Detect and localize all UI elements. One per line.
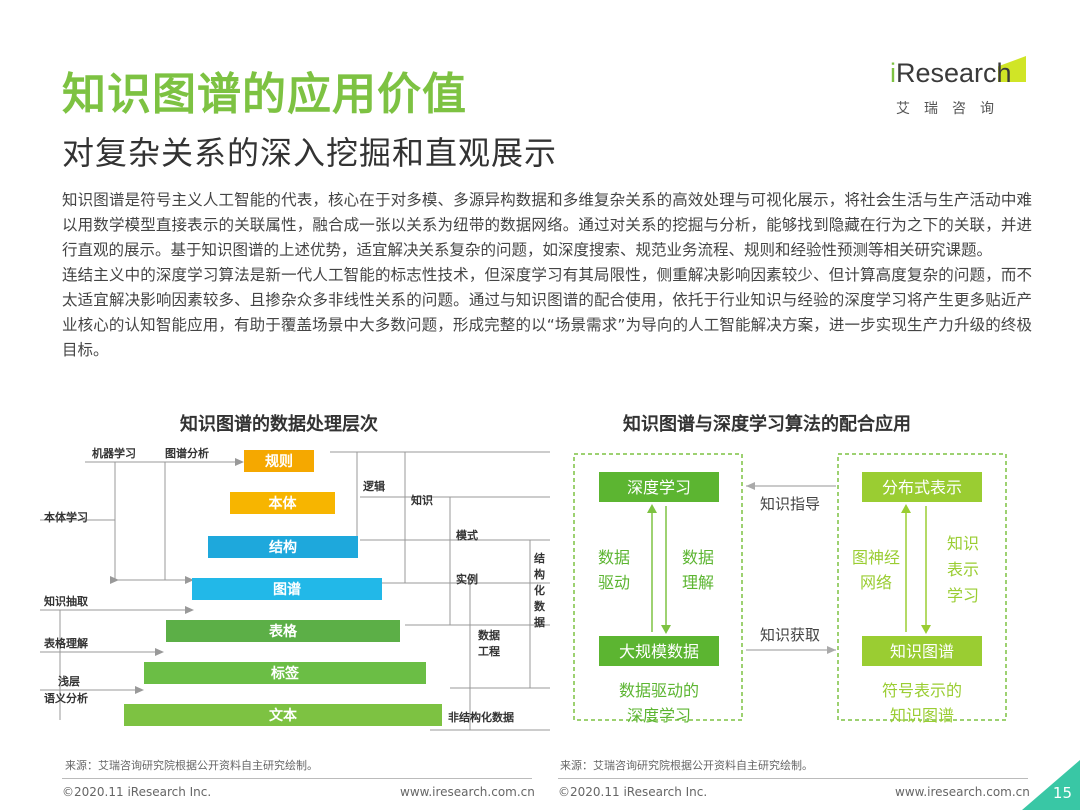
layer-label-1: 本体 — [269, 495, 298, 512]
layer-label-5: 标签 — [270, 665, 300, 682]
svg-text:深度学习: 深度学习 — [627, 478, 691, 497]
copyright-right: ©2020.11 iResearch Inc. — [558, 785, 708, 799]
label-instance: 实例 — [456, 572, 478, 586]
label-data: 数据 — [478, 628, 500, 642]
kg-dl-diagram: 深度学习 大规模数据 数据 驱动 数据 理解 数据驱动的 深度学习 分布式表示 … — [573, 453, 1007, 725]
layer-label-4: 表格 — [268, 623, 298, 640]
left-panel-title: 知识图谱的数据处理层次 — [180, 414, 378, 435]
page-number-badge: 15 — [1022, 760, 1080, 810]
svg-text:学习: 学习 — [947, 586, 979, 605]
graph-nn-label: 图神经 — [852, 548, 900, 567]
body-text: 知识图谱是符号主义人工智能的代表，核心在于对多模、多源异构数据和多维复杂关系的高… — [62, 188, 1032, 363]
label-ontology-learning: 本体学习 — [44, 510, 88, 524]
left-caption: 数据驱动的 — [619, 681, 699, 700]
svg-text:大规模数据: 大规模数据 — [619, 642, 699, 661]
page-number: 15 — [1052, 784, 1072, 802]
body-paragraph: 连结主义中的深度学习算法是新一代人工智能的标志性技术，但深度学习有其局限性，侧重… — [62, 266, 1032, 359]
right-caption: 符号表示的 — [882, 681, 962, 700]
layer-label-3: 图谱 — [273, 581, 301, 598]
website-link-right[interactable]: www.iresearch.com.cn — [895, 785, 1030, 799]
layer-bar-3 — [192, 578, 382, 600]
copyright-left: ©2020.11 iResearch Inc. — [62, 785, 212, 799]
knowledge-acquire-label: 知识获取 — [760, 626, 820, 644]
logo-subtitle: 艾瑞咨询 — [896, 101, 1008, 117]
knowledge-guide-label: 知识指导 — [760, 495, 820, 513]
svg-text:深度学习: 深度学习 — [627, 706, 691, 725]
svg-text:网络: 网络 — [860, 573, 892, 592]
svg-text:知识图谱: 知识图谱 — [890, 642, 954, 661]
label-machine-learning: 机器学习 — [92, 446, 136, 460]
page-title: 知识图谱的应用价值 — [62, 69, 467, 120]
label-structured-3: 化 — [534, 583, 545, 597]
layer-bar-5 — [144, 662, 426, 684]
svg-text:知识图谱: 知识图谱 — [890, 706, 954, 725]
label-structured-1: 结 — [533, 551, 545, 565]
layer-label-0: 规则 — [265, 453, 293, 470]
knowledge-graph-box — [862, 636, 982, 666]
label-graph-analysis: 图谱分析 — [165, 446, 209, 460]
iresearch-logo: iResearch 艾瑞咨询 — [890, 56, 1030, 122]
label-structured-5: 据 — [534, 615, 545, 629]
right-panel-title: 知识图谱与深度学习算法的配合应用 — [623, 414, 911, 435]
layer-bar-6 — [124, 704, 442, 726]
label-engineering: 工程 — [478, 644, 500, 658]
body-paragraph: 知识图谱是符号主义人工智能的代表，核心在于对多模、多源异构数据和多维复杂关系的高… — [62, 191, 1032, 259]
layer-label-6: 文本 — [269, 707, 298, 724]
label-structured-2: 构 — [534, 567, 545, 581]
source-note-right: 来源：艾瑞咨询研究院根据公开资料自主研究绘制。 — [560, 759, 813, 772]
knowledge-repr-label: 知识 — [947, 534, 979, 553]
label-shallow: 浅层 — [58, 674, 80, 688]
layer-label-2: 结构 — [269, 539, 297, 556]
data-drive-label: 数据 — [598, 548, 630, 567]
deep-learning-box — [599, 472, 719, 502]
label-knowledge-extraction: 知识抽取 — [43, 594, 88, 608]
svg-text:驱动: 驱动 — [598, 573, 630, 592]
layer-bar-4 — [166, 620, 400, 642]
label-knowledge: 知识 — [410, 493, 433, 507]
label-structured-4: 数 — [534, 599, 546, 613]
label-unstructured-data: 非结构化数据 — [448, 710, 514, 724]
website-link-left[interactable]: www.iresearch.com.cn — [400, 785, 535, 799]
page-subtitle: 对复杂关系的深入挖掘和直观展示 — [62, 134, 558, 172]
label-schema: 模式 — [456, 528, 478, 542]
big-data-box — [599, 636, 719, 666]
svg-text:表示: 表示 — [947, 560, 979, 579]
svg-text:分布式表示: 分布式表示 — [882, 478, 962, 497]
layer-bar-1 — [230, 492, 335, 514]
source-note-left: 来源：艾瑞咨询研究院根据公开资料自主研究绘制。 — [65, 759, 318, 772]
distributed-repr-box — [862, 472, 982, 502]
svg-text:理解: 理解 — [682, 573, 714, 592]
label-table-understanding: 表格理解 — [43, 636, 88, 650]
label-logic: 逻辑 — [363, 479, 385, 493]
layer-bar-2 — [208, 536, 358, 558]
label-semantic-analysis: 语义分析 — [44, 691, 88, 705]
layer-bar-0 — [244, 450, 314, 472]
data-understand-label: 数据 — [682, 548, 714, 567]
